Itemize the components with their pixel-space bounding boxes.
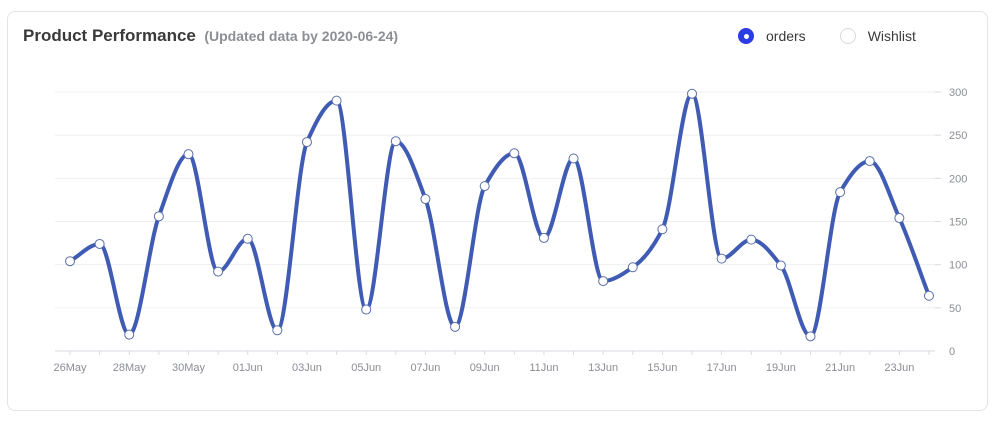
legend: orders Wishlist — [738, 28, 950, 44]
x-tick-label: 07Jun — [410, 362, 440, 374]
data-point — [331, 95, 342, 106]
x-tick-label: 19Jun — [766, 362, 796, 374]
data-point — [390, 136, 401, 147]
data-point — [657, 224, 668, 235]
legend-radio-unselected-icon — [839, 28, 856, 44]
data-point — [568, 153, 579, 164]
chart-subtitle: (Updated data by 2020-06-24) — [204, 28, 399, 44]
legend-item-wishlist[interactable]: Wishlist — [839, 28, 916, 44]
y-tick-label: 50 — [949, 303, 961, 315]
data-point — [94, 238, 105, 249]
data-point — [835, 187, 846, 198]
data-point — [687, 88, 698, 99]
data-point — [805, 331, 816, 342]
series-line-orders — [68, 91, 931, 339]
x-tick-label: 09Jun — [470, 362, 500, 374]
data-point — [272, 325, 283, 336]
x-tick-label: 13Jun — [588, 362, 618, 374]
data-point — [894, 213, 905, 224]
data-point — [361, 304, 372, 315]
data-point — [479, 181, 490, 192]
y-tick-label: 150 — [949, 217, 967, 229]
data-point — [242, 233, 253, 244]
x-tick-label: 21Jun — [825, 362, 855, 374]
data-point — [420, 194, 431, 205]
data-point — [450, 321, 461, 332]
data-point — [183, 149, 194, 160]
x-tick-label: 11Jun — [529, 362, 558, 374]
legend-label: orders — [766, 28, 806, 44]
data-point — [124, 329, 135, 340]
legend-item-orders[interactable]: orders — [738, 28, 806, 44]
legend-radio-selected-icon — [738, 28, 754, 44]
x-tick-label: 30May — [172, 362, 206, 374]
chart-card: Product Performance (Updated data by 202… — [7, 11, 988, 411]
data-point — [509, 148, 520, 159]
chart-header: Product Performance (Updated data by 202… — [23, 26, 398, 46]
y-tick-label: 0 — [949, 346, 955, 358]
chart-title: Product Performance — [23, 26, 196, 45]
data-point — [538, 232, 549, 243]
data-point — [65, 256, 75, 267]
x-tick-label: 17Jun — [707, 362, 737, 374]
data-point — [746, 234, 757, 245]
data-point — [598, 276, 609, 287]
y-tick-label: 200 — [949, 173, 967, 185]
data-point — [213, 266, 224, 277]
data-point — [153, 211, 164, 222]
x-tick-label: 28May — [113, 362, 147, 374]
data-point — [923, 290, 934, 301]
y-tick-label: 100 — [949, 260, 967, 272]
data-point — [716, 253, 727, 264]
legend-label: Wishlist — [867, 28, 916, 44]
x-tick-label: 03Jun — [292, 362, 322, 374]
y-tick-label: 300 — [949, 87, 967, 99]
x-tick-label: 23Jun — [884, 362, 914, 374]
x-tick-label: 26May — [53, 362, 87, 374]
x-tick-label: 01Jun — [233, 362, 263, 374]
data-point — [775, 260, 786, 271]
data-point — [301, 137, 312, 148]
y-tick-label: 250 — [949, 130, 967, 142]
data-point — [627, 262, 638, 273]
x-tick-label: 05Jun — [351, 362, 381, 374]
x-tick-label: 15Jun — [647, 362, 677, 374]
data-point — [864, 156, 875, 167]
